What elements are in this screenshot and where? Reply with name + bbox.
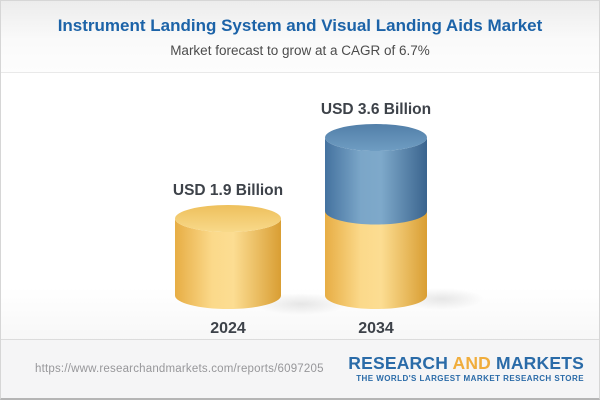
cylinder-bar-chart: USD 1.9 Billion USD 3.6 Billion 2024 203… (173, 101, 484, 337)
cylinder-2024 (175, 205, 281, 309)
report-url: https://www.researchandmarkets.com/repor… (35, 363, 324, 375)
chart-title: Instrument Landing System and Visual Lan… (57, 16, 543, 35)
cylinder-2034-top (325, 124, 427, 151)
logo-word-research: RESEARCH (348, 352, 453, 373)
footer: https://www.researchandmarkets.com/repor… (1, 339, 599, 398)
chart-subtitle: Market forecast to grow at a CAGR of 6.7… (170, 43, 430, 58)
cylinder-2034 (325, 124, 427, 309)
value-label-2034: USD 3.6 Billion (321, 101, 431, 118)
research-and-markets-logo: RESEARCH AND MARKETS THE WORLD'S LARGEST… (348, 352, 584, 384)
chart-area: USD 1.9 Billion USD 3.6 Billion 2024 203… (1, 73, 599, 341)
cylinder-2024-top (175, 205, 281, 232)
cylinder-2034-growth-segment (325, 137, 427, 225)
logo-word-markets: MARKETS (491, 352, 584, 373)
value-label-2024: USD 1.9 Billion (173, 182, 283, 199)
logo-wordmark: RESEARCH AND MARKETS (348, 352, 584, 373)
logo-tagline: THE WORLD'S LARGEST MARKET RESEARCH STOR… (356, 374, 584, 384)
cylinder-2024-body (175, 218, 281, 309)
cylinder-2034-base-segment (325, 211, 427, 309)
year-label-2024: 2024 (210, 320, 246, 337)
header: Instrument Landing System and Visual Lan… (1, 1, 599, 73)
year-label-2034: 2034 (358, 320, 394, 337)
logo-word-and: AND (452, 352, 491, 373)
